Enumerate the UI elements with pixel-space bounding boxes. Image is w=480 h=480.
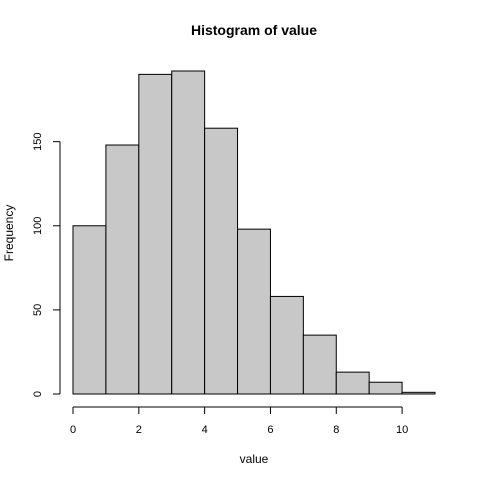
histogram-bar [171,70,206,395]
y-tick-label: 50 [32,304,44,316]
x-tick-label: 2 [136,424,142,436]
histogram-bar [302,334,337,395]
y-axis-label: Frequency [2,205,16,262]
histogram-bar [401,391,436,395]
y-tick-label: 0 [32,391,44,397]
histogram-bar [335,371,370,395]
x-tick-label: 0 [70,424,76,436]
histogram-bar [105,144,140,395]
histogram-bar [269,295,304,395]
x-tick-label: 6 [267,424,273,436]
histogram-bar [368,381,403,395]
histogram-bar [72,225,107,395]
y-tick-label: 100 [32,217,44,235]
histogram-bar [138,73,173,395]
histogram-bar [204,127,239,395]
x-axis: 0 2 4 6 8 10 [70,406,408,436]
chart-title: Histogram of value [191,22,317,38]
x-tick-label: 4 [202,424,208,436]
x-axis-label: value [240,452,269,466]
x-tick-label: 8 [333,424,339,436]
x-tick-label: 10 [396,424,408,436]
histogram-bar [237,228,271,395]
bars-group [72,70,436,395]
y-tick-label: 150 [32,132,44,150]
y-axis: 0 50 100 150 [32,132,61,397]
